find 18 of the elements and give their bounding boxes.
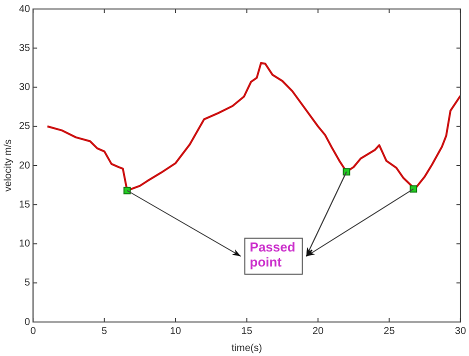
y-tick-label: 15 bbox=[19, 199, 31, 210]
annotation: Passed point bbox=[250, 239, 296, 270]
x-tick-label: 25 bbox=[384, 326, 396, 337]
y-tick-label: 30 bbox=[19, 82, 31, 93]
x-tick-label: 30 bbox=[454, 326, 466, 337]
y-tick-label: 40 bbox=[19, 4, 31, 15]
y-tick-label: 0 bbox=[24, 316, 31, 328]
y-tick-label: 10 bbox=[19, 238, 31, 250]
y-tick-label: 35 bbox=[19, 42, 31, 54]
y-tick-label: 5 bbox=[24, 278, 31, 289]
x-tick-label: 5 bbox=[102, 326, 108, 337]
x-axis-title: time(s) bbox=[232, 342, 262, 354]
x-tick-label: 20 bbox=[312, 326, 324, 337]
x-tick-label: 10 bbox=[170, 326, 182, 337]
y-tick-label: 25 bbox=[19, 121, 31, 132]
y-tick-label: 20 bbox=[19, 160, 31, 172]
x-tick-label: 15 bbox=[241, 326, 253, 337]
y-axis-title: velocity m/s bbox=[2, 139, 14, 192]
